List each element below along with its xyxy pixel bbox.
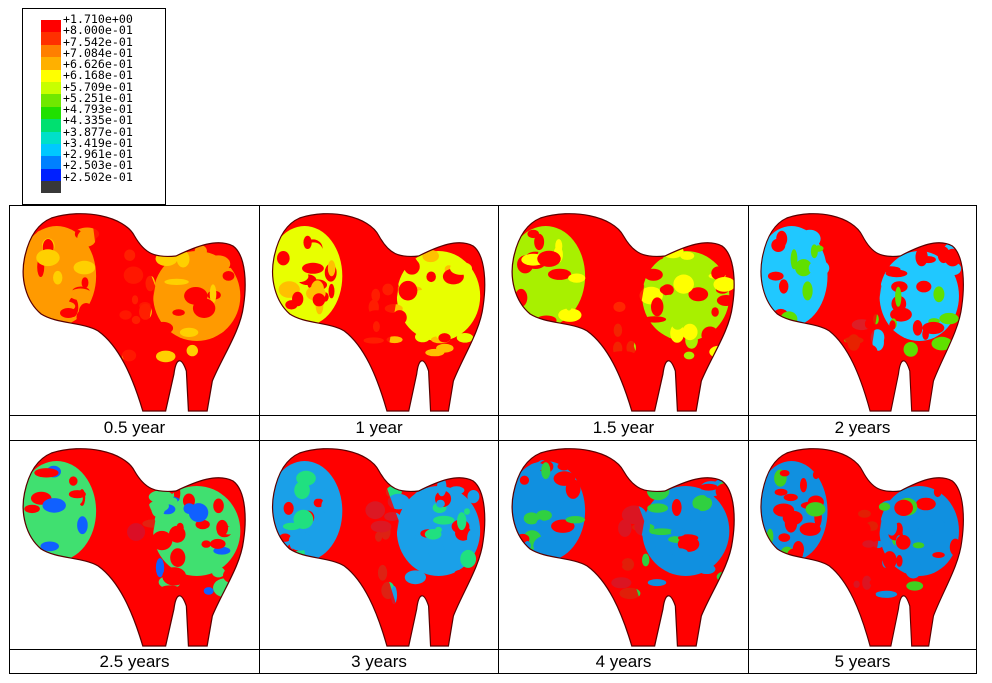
legend-swatch	[41, 131, 61, 144]
grid-divider	[10, 440, 976, 441]
legend-label: +3.419e-01	[63, 135, 133, 150]
panel-caption: 1.5 year	[592, 418, 655, 437]
legend-swatch	[41, 69, 61, 82]
legend-label: +1.710e+00	[63, 12, 133, 26]
legend-color-bar	[41, 20, 61, 194]
panel-caption: 2.5 years	[99, 652, 170, 671]
legend-swatch	[41, 81, 61, 95]
femur-panel	[499, 206, 748, 415]
legend-swatch	[41, 94, 61, 107]
femur-panel	[10, 206, 259, 415]
legend-swatch	[41, 119, 61, 132]
legend-swatch	[41, 44, 61, 58]
femur-panel	[260, 441, 498, 650]
femur-panel	[499, 441, 748, 650]
femur-panel	[260, 206, 498, 415]
femur-panel-grid: 0.5 year 1 year 1.5 year 2 years 2.5 years 3 …	[9, 205, 977, 674]
femur-density-plot	[22, 448, 246, 647]
legend-label: +6.626e-01	[63, 57, 133, 71]
contour-legend: +1.710e+00 +8.000e-01 +7.542e-01 +7.084e-01…	[22, 8, 166, 205]
femur-density-plot	[272, 213, 486, 412]
femur-density-plot	[760, 448, 964, 647]
legend-label: +7.542e-01	[63, 34, 133, 49]
legend-swatch	[41, 57, 61, 70]
femur-density-plot	[272, 448, 486, 647]
legend-label: +4.335e-01	[63, 113, 133, 128]
legend-label: +3.877e-01	[63, 124, 133, 139]
femur-density-plot	[760, 213, 964, 412]
panel-caption: 0.5 year	[103, 418, 166, 437]
legend-swatch	[41, 181, 61, 194]
femur-panel	[749, 441, 976, 650]
legend-label: +5.251e-01	[63, 90, 133, 105]
legend-label: +7.084e-01	[63, 45, 133, 60]
panel-caption: 4 years	[595, 652, 652, 671]
femur-panel	[10, 441, 259, 650]
legend-swatch	[41, 106, 61, 120]
legend-label: +4.793e-01	[63, 102, 133, 116]
legend-label: +6.168e-01	[63, 68, 133, 83]
grid-divider	[259, 206, 260, 673]
legend-swatch	[41, 32, 61, 45]
panel-caption: 1 year	[355, 418, 403, 437]
panel-caption: 5 years	[834, 652, 891, 671]
legend-label: +2.502e-01	[63, 169, 133, 184]
panel-caption: 2 years	[834, 418, 891, 437]
femur-panel	[749, 206, 976, 415]
femur-density-plot	[511, 448, 735, 647]
legend-swatch	[41, 168, 61, 182]
legend-label: +8.000e-01	[63, 23, 133, 38]
legend-label: +2.503e-01	[63, 158, 133, 173]
legend-label: +5.709e-01	[63, 79, 133, 94]
grid-divider	[10, 649, 976, 650]
legend-swatch	[41, 143, 61, 157]
legend-swatch	[41, 20, 61, 33]
legend-swatch	[41, 156, 61, 169]
grid-divider	[498, 206, 499, 673]
panel-caption: 3 years	[351, 652, 407, 671]
grid-divider	[10, 415, 976, 416]
grid-divider	[748, 206, 749, 673]
femur-density-plot	[511, 213, 735, 412]
legend-label: +2.961e-01	[63, 147, 133, 161]
femur-density-plot	[22, 213, 246, 412]
legend-labels: +1.710e+00 +8.000e-01 +7.542e-01 +7.084e-01…	[63, 12, 133, 184]
